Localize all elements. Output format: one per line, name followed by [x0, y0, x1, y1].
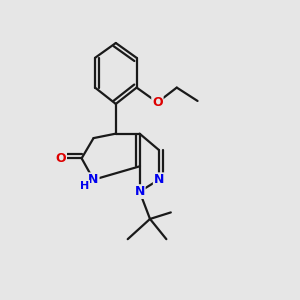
- Text: O: O: [56, 152, 66, 165]
- Text: N: N: [88, 173, 99, 186]
- Text: N: N: [154, 173, 164, 186]
- Text: N: N: [134, 185, 145, 198]
- Text: O: O: [152, 96, 163, 109]
- Text: H: H: [80, 181, 89, 191]
